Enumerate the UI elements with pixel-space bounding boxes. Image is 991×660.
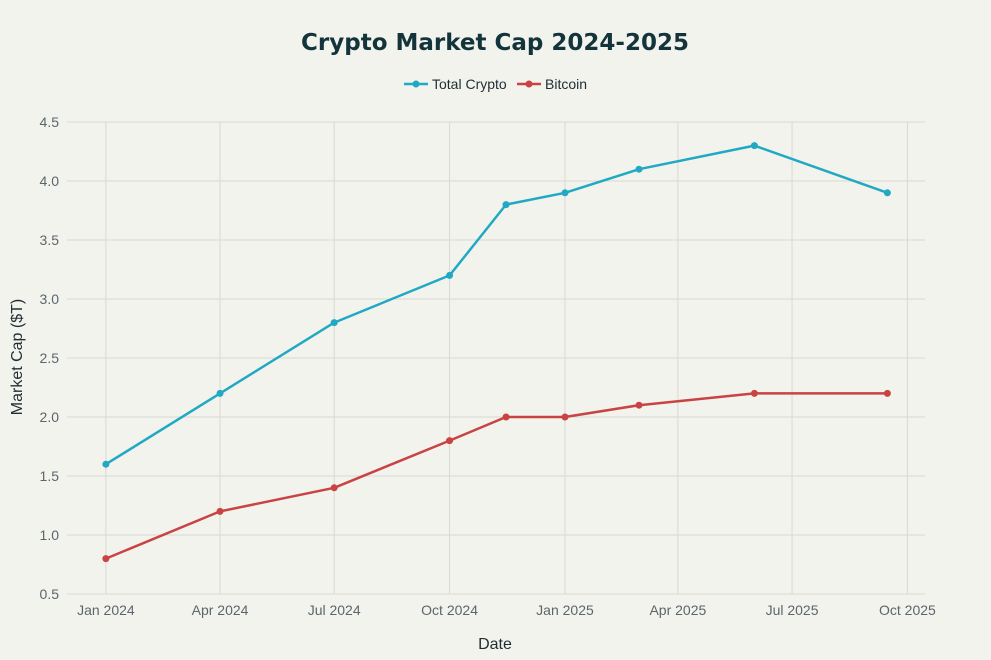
x-tick-label: Jan 2024: [77, 602, 135, 618]
y-tick-label: 2.5: [40, 350, 60, 366]
grid: [67, 121, 925, 595]
y-tick-label: 4.5: [40, 114, 60, 130]
x-tick-label: Oct 2025: [879, 602, 936, 618]
data-point-total-crypto[interactable]: [216, 389, 224, 397]
x-tick-label: Oct 2024: [421, 602, 478, 618]
data-point-total-crypto[interactable]: [750, 142, 758, 150]
x-tick-label: Jul 2024: [308, 602, 361, 618]
data-point-bitcoin[interactable]: [883, 389, 891, 397]
data-point-bitcoin[interactable]: [750, 389, 758, 397]
data-point-total-crypto[interactable]: [635, 165, 643, 173]
legend-marker: [412, 80, 420, 88]
legend-item-bitcoin[interactable]: Bitcoin: [517, 76, 587, 92]
data-point-total-crypto[interactable]: [446, 271, 454, 279]
y-tick-label: 4.0: [40, 173, 60, 189]
legend: Total Crypto Bitcoin: [404, 76, 587, 92]
y-tick-label: 3.0: [40, 291, 60, 307]
data-point-total-crypto[interactable]: [102, 460, 110, 468]
legend-label: Bitcoin: [545, 76, 587, 92]
data-point-bitcoin[interactable]: [446, 437, 454, 445]
data-point-bitcoin[interactable]: [216, 507, 224, 515]
y-tick-label: 0.5: [40, 586, 60, 602]
legend-marker: [525, 80, 533, 88]
x-tick-label: Apr 2025: [649, 602, 706, 618]
y-tick-label: 3.5: [40, 232, 60, 248]
x-tick-label: Apr 2024: [192, 602, 249, 618]
data-point-bitcoin[interactable]: [502, 413, 510, 421]
chart-title: Crypto Market Cap 2024-2025: [301, 30, 689, 56]
data-point-total-crypto[interactable]: [330, 319, 338, 327]
y-tick-label: 2.0: [40, 409, 60, 425]
data-point-total-crypto[interactable]: [561, 189, 569, 197]
legend-item-total-crypto[interactable]: Total Crypto: [404, 76, 507, 92]
data-point-bitcoin[interactable]: [635, 401, 643, 409]
series-total-crypto: [102, 142, 891, 468]
axes: 0.5 1.0 1.5 2.0 2.5 3.0 3.5 4.0 4.5 Jan 2024 Apr 2…: [40, 114, 937, 618]
y-tick-label: 1.5: [40, 468, 60, 484]
y-tick-label: 1.0: [40, 527, 60, 543]
x-axis-title: Date: [478, 636, 512, 653]
y-axis-title: Market Cap ($T): [9, 299, 26, 415]
series-layer: [102, 142, 891, 563]
x-tick-label: Jul 2025: [766, 602, 819, 618]
x-tick-label: Jan 2025: [536, 602, 594, 618]
legend-label: Total Crypto: [432, 76, 507, 92]
data-point-bitcoin[interactable]: [102, 555, 110, 563]
series-line-total-crypto: [104, 144, 889, 466]
data-point-bitcoin[interactable]: [330, 484, 338, 492]
series-bitcoin: [102, 389, 891, 563]
data-point-total-crypto[interactable]: [502, 201, 510, 209]
data-point-total-crypto[interactable]: [883, 189, 891, 197]
data-point-bitcoin[interactable]: [561, 413, 569, 421]
